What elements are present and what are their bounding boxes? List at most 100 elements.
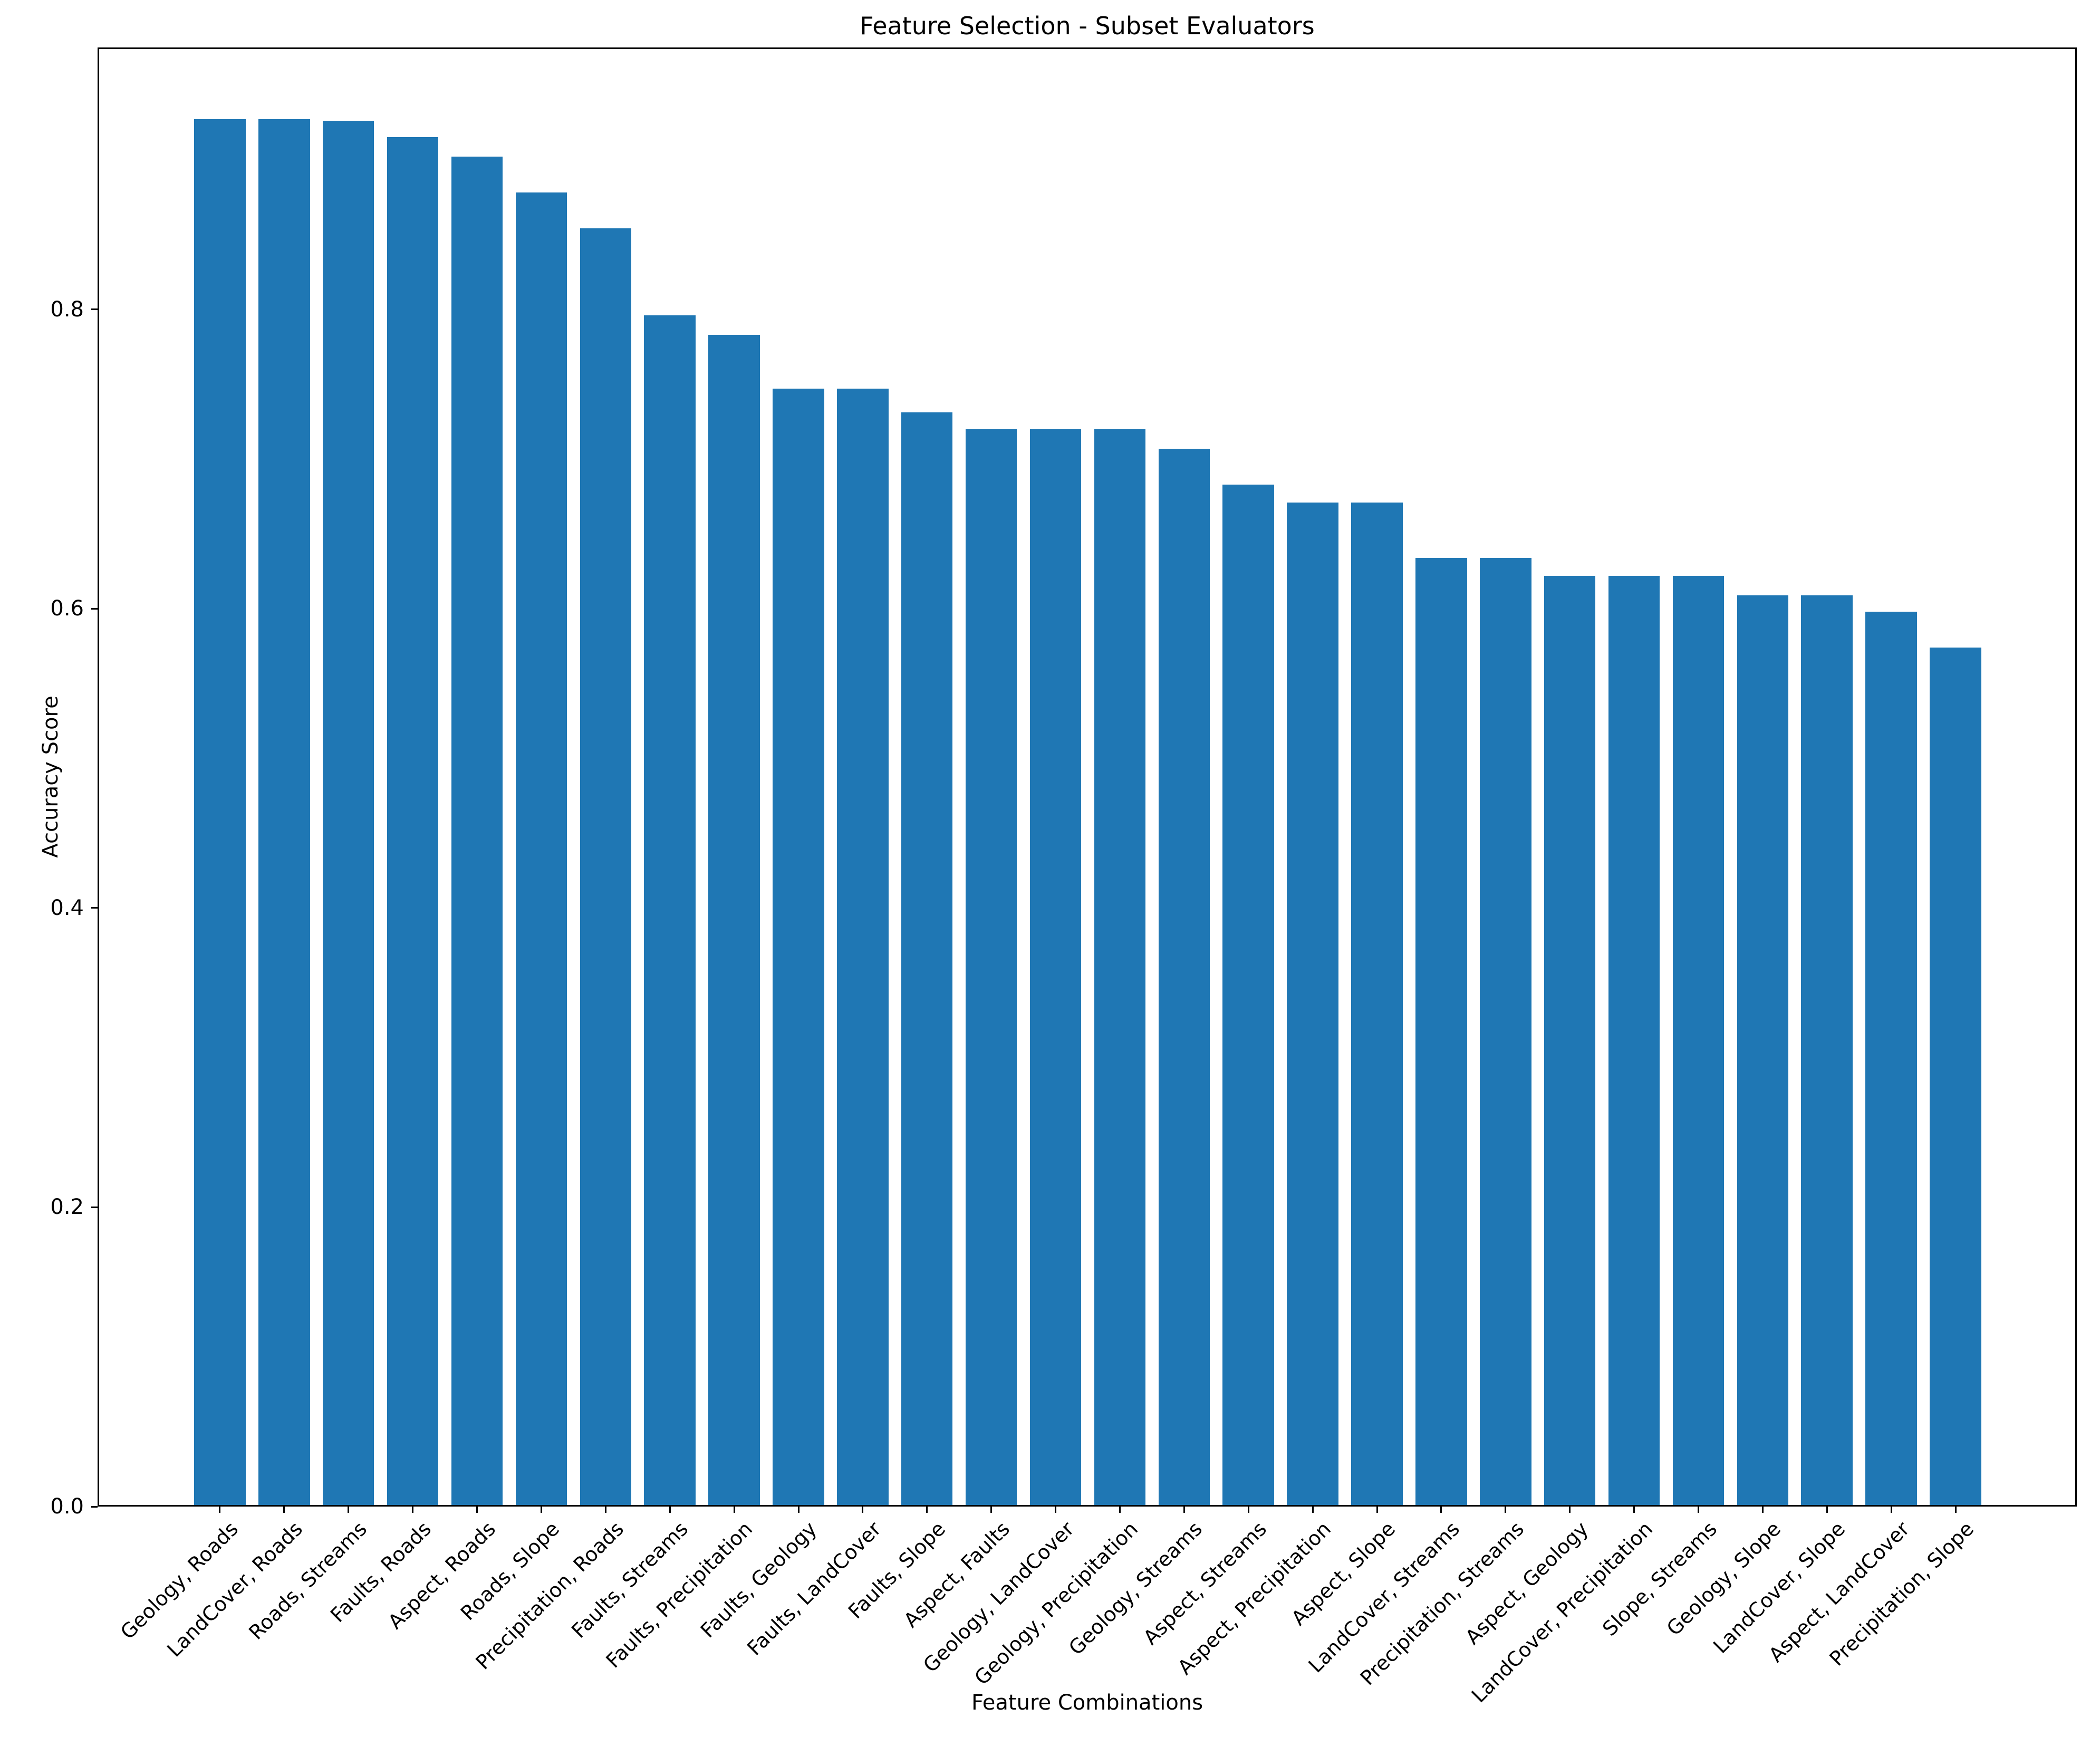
x-axis-label: Feature Combinations [971,1691,1203,1715]
bar-slot [1730,47,1795,1507]
y-tick [91,607,98,610]
chart-title: Feature Selection - Subset Evaluators [860,12,1315,40]
x-tick [1826,1507,1828,1513]
bar-slot [1345,47,1409,1507]
bar-slot [1087,47,1152,1507]
x-tick [669,1507,671,1513]
bar-slot [1152,47,1216,1507]
bar [258,119,310,1507]
bar [1544,575,1596,1507]
x-tick [412,1507,414,1513]
right-spine [2075,47,2077,1507]
bar-slot [381,47,445,1507]
x-tick [1440,1507,1442,1513]
y-tick-label: 0.4 [50,895,84,920]
bar [387,137,439,1507]
x-tick [1890,1507,1892,1513]
bar-slot [252,47,316,1507]
y-tick-label: 0.0 [50,1494,84,1519]
x-tick [476,1507,478,1513]
x-tick [733,1507,735,1513]
bar [708,334,760,1507]
bar [1029,429,1082,1507]
x-tick [1954,1507,1957,1513]
y-tick [91,308,98,311]
x-tick [1376,1507,1378,1513]
x-tick [1183,1507,1185,1513]
bar [515,192,567,1507]
bar [322,121,374,1507]
y-tick [91,1206,98,1208]
bar-slot [1473,47,1538,1507]
bar-slot [702,47,766,1507]
bar-slot [1216,47,1280,1507]
x-tick [1569,1507,1571,1513]
x-tick [1247,1507,1249,1513]
bar-slot [766,47,831,1507]
x-tick [219,1507,221,1513]
x-tick [1119,1507,1121,1513]
bar [1415,557,1467,1507]
bar [1222,484,1274,1507]
left-spine [98,47,99,1507]
x-tick [797,1507,799,1513]
bar [451,157,503,1507]
x-tick-label: Faults, Geology [696,1517,822,1643]
y-tick-label: 0.8 [50,297,84,322]
bar-slot [1409,47,1473,1507]
bar [1930,648,1981,1507]
bar [901,412,953,1507]
bar [1094,429,1146,1507]
bar [194,119,246,1507]
bar-slot [895,47,959,1507]
bars-container [188,47,1988,1507]
bar-slot [1602,47,1666,1507]
bar [965,429,1017,1507]
x-tick [862,1507,864,1513]
y-tick-label: 0.2 [50,1195,84,1220]
bar [1287,502,1338,1507]
bar-slot [1666,47,1730,1507]
bar [1672,575,1725,1507]
bar-slot [1795,47,1859,1507]
bar-slot [573,47,638,1507]
bar-slot [1859,47,1923,1507]
y-axis-label: Accuracy Score [38,696,63,858]
bar [1480,557,1531,1507]
x-tick [1761,1507,1764,1513]
x-tick [1312,1507,1314,1513]
y-tick [91,1506,98,1508]
bar-slot [445,47,509,1507]
plot-area: 0.0 0.2 0.4 0.6 0.8 Geology, Roads LandCover,… [50,47,2077,1707]
bar-slot [1280,47,1345,1507]
bar-slot [638,47,702,1507]
x-tick [1698,1507,1699,1513]
bar [580,228,632,1507]
bar [1158,448,1210,1507]
y-tick [91,907,98,909]
x-tick-label: Slope, Streams [1597,1517,1721,1640]
bar [1351,502,1403,1507]
x-tick-label: Aspect, Streams [1139,1517,1271,1649]
bar [1608,575,1660,1507]
bar [837,389,889,1507]
bar-slot [959,47,1024,1507]
bar-slot [316,47,381,1507]
bar [1737,595,1789,1507]
x-tick-label: Geology, Slope [1662,1517,1786,1640]
bar-slot [188,47,252,1507]
bar [1801,595,1853,1507]
bottom-spine [98,1505,2077,1507]
x-tick [348,1507,350,1513]
bar [1865,611,1917,1507]
x-tick [990,1507,993,1513]
x-tick-label: Faults, Streams [567,1517,693,1643]
x-tick-label: Aspect, Geology [1460,1517,1593,1649]
bar-slot [831,47,895,1507]
x-tick [283,1507,285,1513]
x-tick [926,1507,928,1513]
y-tick-label: 0.6 [50,596,84,621]
bar-slot [1024,47,1088,1507]
x-tick [1505,1507,1507,1513]
bar-slot [1538,47,1602,1507]
